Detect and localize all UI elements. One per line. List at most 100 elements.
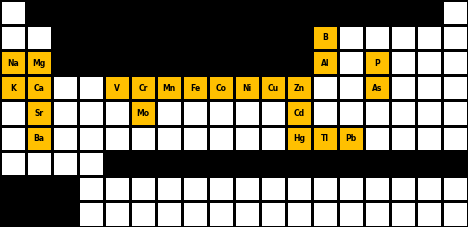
Bar [366, 203, 388, 225]
Bar [287, 178, 310, 200]
Bar [287, 203, 310, 225]
Bar [366, 178, 388, 200]
Text: Pb: Pb [345, 134, 357, 143]
Bar [444, 178, 467, 200]
Bar [262, 102, 285, 125]
Bar [158, 178, 181, 200]
Bar [235, 102, 258, 125]
Text: Fe: Fe [190, 84, 200, 93]
Text: Mo: Mo [137, 109, 150, 118]
Bar [444, 77, 467, 99]
Bar [132, 178, 154, 200]
Bar [339, 52, 363, 74]
Bar [132, 102, 154, 125]
Bar [417, 203, 440, 225]
Bar [339, 77, 363, 99]
Bar [28, 52, 51, 74]
Bar [444, 52, 467, 74]
Bar [339, 203, 363, 225]
Text: Hg: Hg [293, 134, 305, 143]
Text: Al: Al [321, 59, 329, 68]
Bar [105, 77, 129, 99]
Bar [392, 27, 415, 49]
Bar [158, 102, 181, 125]
Bar [417, 128, 440, 150]
Bar [210, 178, 233, 200]
Bar [235, 203, 258, 225]
Bar [417, 27, 440, 49]
Bar [314, 128, 336, 150]
Bar [444, 27, 467, 49]
Bar [105, 203, 129, 225]
Bar [417, 178, 440, 200]
Bar [262, 178, 285, 200]
Text: Ni: Ni [242, 84, 252, 93]
Bar [28, 153, 51, 175]
Bar [444, 128, 467, 150]
Bar [444, 203, 467, 225]
Text: V: V [114, 84, 120, 93]
Bar [210, 77, 233, 99]
Bar [158, 128, 181, 150]
Bar [444, 2, 467, 24]
Text: Tl: Tl [321, 134, 329, 143]
Bar [392, 52, 415, 74]
Bar [210, 128, 233, 150]
Text: As: As [372, 84, 382, 93]
Bar [366, 52, 388, 74]
Bar [183, 203, 206, 225]
Bar [392, 128, 415, 150]
Bar [80, 203, 102, 225]
Bar [339, 128, 363, 150]
Bar [392, 178, 415, 200]
Bar [339, 178, 363, 200]
Bar [28, 102, 51, 125]
Bar [183, 77, 206, 99]
Bar [210, 203, 233, 225]
Bar [287, 128, 310, 150]
Bar [314, 178, 336, 200]
Bar [53, 77, 76, 99]
Bar [417, 77, 440, 99]
Bar [158, 203, 181, 225]
Bar [417, 52, 440, 74]
Bar [80, 178, 102, 200]
Text: B: B [322, 33, 328, 42]
Text: Co: Co [215, 84, 227, 93]
Bar [183, 178, 206, 200]
Bar [105, 178, 129, 200]
Bar [132, 77, 154, 99]
Bar [1, 2, 24, 24]
Bar [80, 77, 102, 99]
Text: Mg: Mg [32, 59, 45, 68]
Bar [132, 128, 154, 150]
Bar [1, 128, 24, 150]
Bar [314, 27, 336, 49]
Bar [28, 128, 51, 150]
Bar [235, 77, 258, 99]
Bar [1, 102, 24, 125]
Bar [262, 77, 285, 99]
Bar [366, 27, 388, 49]
Bar [80, 128, 102, 150]
Bar [287, 102, 310, 125]
Bar [287, 77, 310, 99]
Text: Zn: Zn [293, 84, 305, 93]
Bar [444, 102, 467, 125]
Bar [80, 153, 102, 175]
Text: Cd: Cd [293, 109, 305, 118]
Bar [339, 102, 363, 125]
Bar [183, 128, 206, 150]
Bar [105, 102, 129, 125]
Text: P: P [374, 59, 380, 68]
Bar [262, 128, 285, 150]
Bar [366, 102, 388, 125]
Bar [132, 203, 154, 225]
Bar [366, 77, 388, 99]
Bar [210, 102, 233, 125]
Text: Mn: Mn [162, 84, 176, 93]
Bar [1, 77, 24, 99]
Bar [417, 102, 440, 125]
Bar [53, 128, 76, 150]
Bar [158, 77, 181, 99]
